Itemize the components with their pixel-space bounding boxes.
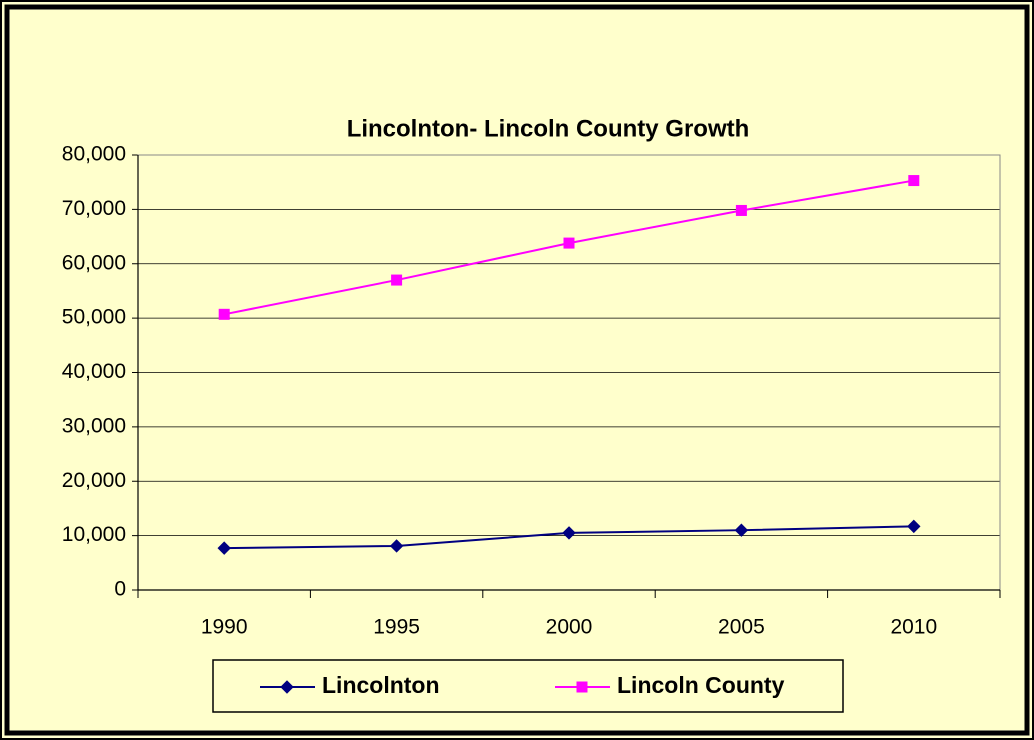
x-tick-label: 2000	[546, 616, 593, 639]
legend-marker	[280, 680, 294, 694]
data-point	[734, 523, 749, 537]
y-tick-label: 10,000	[62, 523, 126, 546]
legend-box	[212, 659, 844, 713]
y-tick-label: 50,000	[62, 306, 126, 329]
y-tick-label: 40,000	[62, 360, 126, 383]
y-tick-label: 0	[114, 578, 126, 601]
inner-frame	[4, 4, 1030, 736]
y-tick-label: 60,000	[62, 251, 126, 274]
x-tick-label: 1990	[201, 616, 248, 639]
legend-label: Lincoln County	[617, 672, 785, 698]
data-point	[562, 526, 576, 540]
y-tick-label: 70,000	[62, 197, 126, 220]
chart-title: Lincolnton- Lincoln County Growth	[347, 115, 750, 142]
data-point	[217, 541, 231, 555]
x-tick-label: 2010	[890, 616, 937, 639]
data-point	[391, 274, 403, 286]
y-tick-label: 80,000	[62, 143, 126, 166]
data-point	[218, 308, 230, 320]
data-point	[735, 204, 747, 216]
data-point	[563, 237, 575, 249]
data-point	[907, 519, 921, 534]
y-tick-label: 20,000	[62, 469, 126, 492]
x-tick-label: 2005	[718, 616, 765, 639]
data-point	[389, 539, 404, 553]
legend-marker	[576, 681, 588, 693]
y-tick-label: 30,000	[62, 414, 126, 437]
legend-label: Lincolnton	[322, 672, 440, 698]
data-point	[908, 175, 920, 187]
x-tick-label: 1995	[373, 616, 420, 639]
